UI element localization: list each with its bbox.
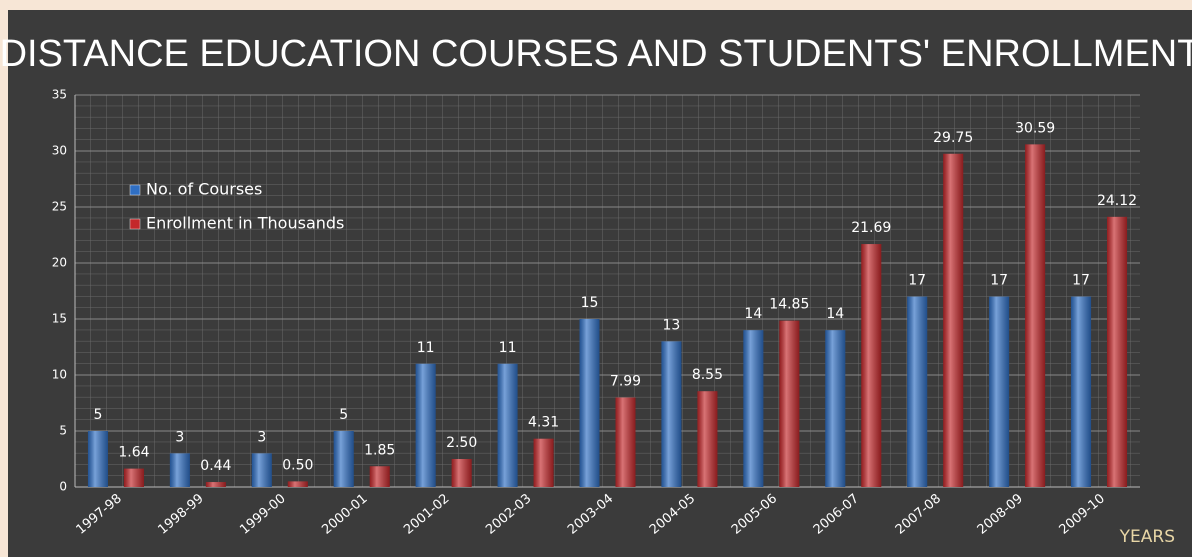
data-label: 11 (499, 340, 517, 356)
bar-shine (415, 363, 436, 487)
data-label: 13 (663, 317, 681, 333)
bar-shine (1107, 216, 1128, 487)
bar-shine (1025, 144, 1046, 487)
data-label: 14.85 (769, 297, 809, 313)
data-label: 14 (744, 306, 762, 322)
data-label: 29.75 (933, 130, 973, 146)
bar-shine (743, 330, 764, 487)
bar-shine (943, 153, 964, 488)
legend-marker (129, 218, 141, 230)
y-tick-label: 0 (59, 480, 67, 494)
data-label: 4.31 (528, 415, 559, 431)
data-label: 17 (990, 273, 1008, 289)
data-label: 8.55 (692, 367, 723, 383)
data-label: 3 (175, 429, 184, 445)
bar-shine (497, 363, 518, 487)
bar-shine (661, 341, 682, 487)
bar-shine (333, 431, 354, 487)
bar-shine (579, 319, 600, 487)
bar-shine (205, 482, 226, 487)
bar-shine (861, 244, 882, 487)
y-tick-label: 20 (52, 256, 67, 270)
bar-shine (907, 296, 928, 487)
y-tick-label: 25 (52, 200, 67, 214)
bar-shine (123, 468, 144, 487)
bar-shine (779, 320, 800, 487)
data-label: 24.12 (1097, 193, 1137, 209)
legend-label: No. of Courses (146, 180, 262, 199)
data-label: 21.69 (851, 220, 891, 236)
data-label: 1.85 (364, 442, 395, 458)
data-label: 11 (417, 340, 435, 356)
legend-marker (129, 184, 141, 196)
y-tick-label: 15 (52, 312, 67, 326)
data-label: 14 (826, 306, 844, 322)
y-tick-label: 10 (52, 368, 67, 382)
data-label: 5 (339, 407, 348, 423)
data-label: 15 (581, 295, 599, 311)
data-label: 17 (1072, 273, 1090, 289)
data-label: 1.64 (118, 445, 149, 461)
bar-shine (169, 453, 190, 487)
bar-shine (697, 391, 718, 487)
legend-label: Enrollment in Thousands (146, 214, 344, 233)
bar-shine (451, 459, 472, 487)
bar-shine (87, 431, 108, 487)
data-label: 0.50 (282, 457, 313, 473)
y-tick-label: 30 (52, 144, 67, 158)
y-tick-label: 5 (59, 424, 67, 438)
bar-shine (1071, 296, 1092, 487)
data-label: 30.59 (1015, 120, 1055, 136)
bar-shine (287, 481, 308, 487)
y-tick-label: 35 (52, 88, 67, 102)
bar-shine (251, 453, 272, 487)
plot-area (75, 95, 1140, 487)
x-axis-label: YEARS (1119, 527, 1175, 547)
bar-shine (989, 296, 1010, 487)
chart-title: DISTANCE EDUCATION COURSES AND STUDENTS'… (0, 33, 1192, 75)
bar-shine (533, 438, 554, 487)
data-label: 2.50 (446, 435, 477, 451)
data-label: 7.99 (610, 374, 641, 390)
bar-shine (369, 466, 390, 487)
data-label: 0.44 (200, 458, 231, 474)
bar-shine (615, 397, 636, 487)
data-label: 17 (908, 273, 926, 289)
bar-shine (825, 330, 846, 487)
data-label: 5 (94, 407, 103, 423)
data-label: 3 (257, 429, 266, 445)
